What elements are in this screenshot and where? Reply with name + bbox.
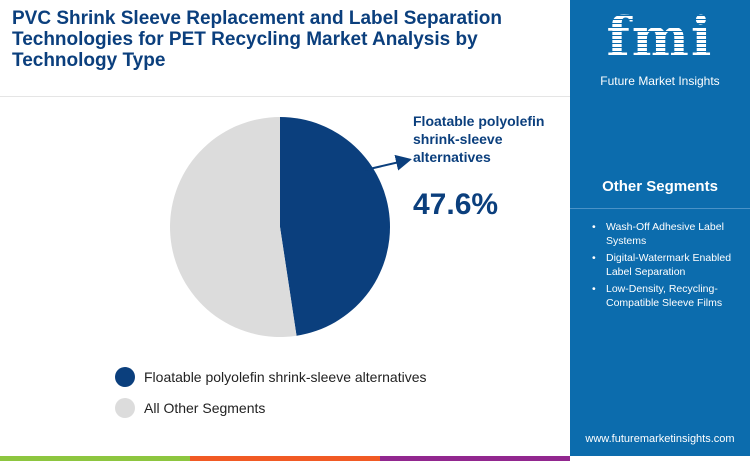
- legend-label: Floatable polyolefin shrink-sleeve alter…: [144, 369, 427, 385]
- side-panel: fmi Future Market Insights Other Segment…: [570, 0, 750, 456]
- legend-item: All Other Segments: [115, 398, 265, 418]
- list-item: Low-Density, Recycling-Compatible Sleeve…: [592, 282, 736, 310]
- legend-label: All Other Segments: [144, 400, 266, 416]
- callout-label: Floatable polyolefin shrink-sleeve alter…: [413, 113, 545, 165]
- footer-bar-purple: [380, 456, 570, 461]
- pie-slice-0: [280, 117, 390, 336]
- list-item: Wash-Off Adhesive Label Systems: [592, 220, 736, 248]
- segment-list: Wash-Off Adhesive Label Systems Digital-…: [570, 220, 736, 313]
- other-segments-title: Other Segments: [602, 178, 718, 195]
- legend-item: Floatable polyolefin shrink-sleeve alter…: [115, 367, 426, 387]
- divider: [0, 96, 570, 97]
- logo-subtitle: Future Market Insights: [600, 74, 720, 88]
- callout-arrow: [364, 154, 412, 171]
- footer-bar-orange: [190, 456, 380, 461]
- website-link[interactable]: www.futuremarketinsights.com: [585, 433, 735, 445]
- legend-swatch: [115, 367, 135, 387]
- callout-value: 47.6%: [413, 188, 499, 221]
- chart-title: PVC Shrink Sleeve Replacement and Label …: [12, 8, 502, 71]
- footer-bar-green: [0, 456, 190, 461]
- legend-swatch: [115, 398, 135, 418]
- fmi-logo: fmi Future Market Insights: [595, 4, 725, 88]
- pie-slice-1: [169, 117, 297, 338]
- pie-chart: [169, 117, 412, 338]
- list-item: Digital-Watermark Enabled Label Separati…: [592, 251, 736, 279]
- divider: [570, 208, 750, 209]
- logo-mark: fmi: [595, 4, 725, 70]
